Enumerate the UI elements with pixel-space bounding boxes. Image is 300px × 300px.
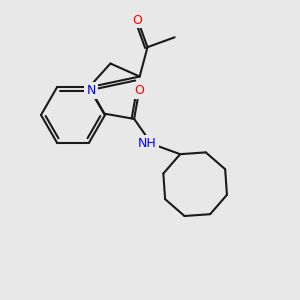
Text: O: O	[133, 14, 142, 26]
Text: N: N	[86, 84, 96, 97]
Text: O: O	[134, 84, 144, 97]
Text: NH: NH	[138, 137, 157, 150]
